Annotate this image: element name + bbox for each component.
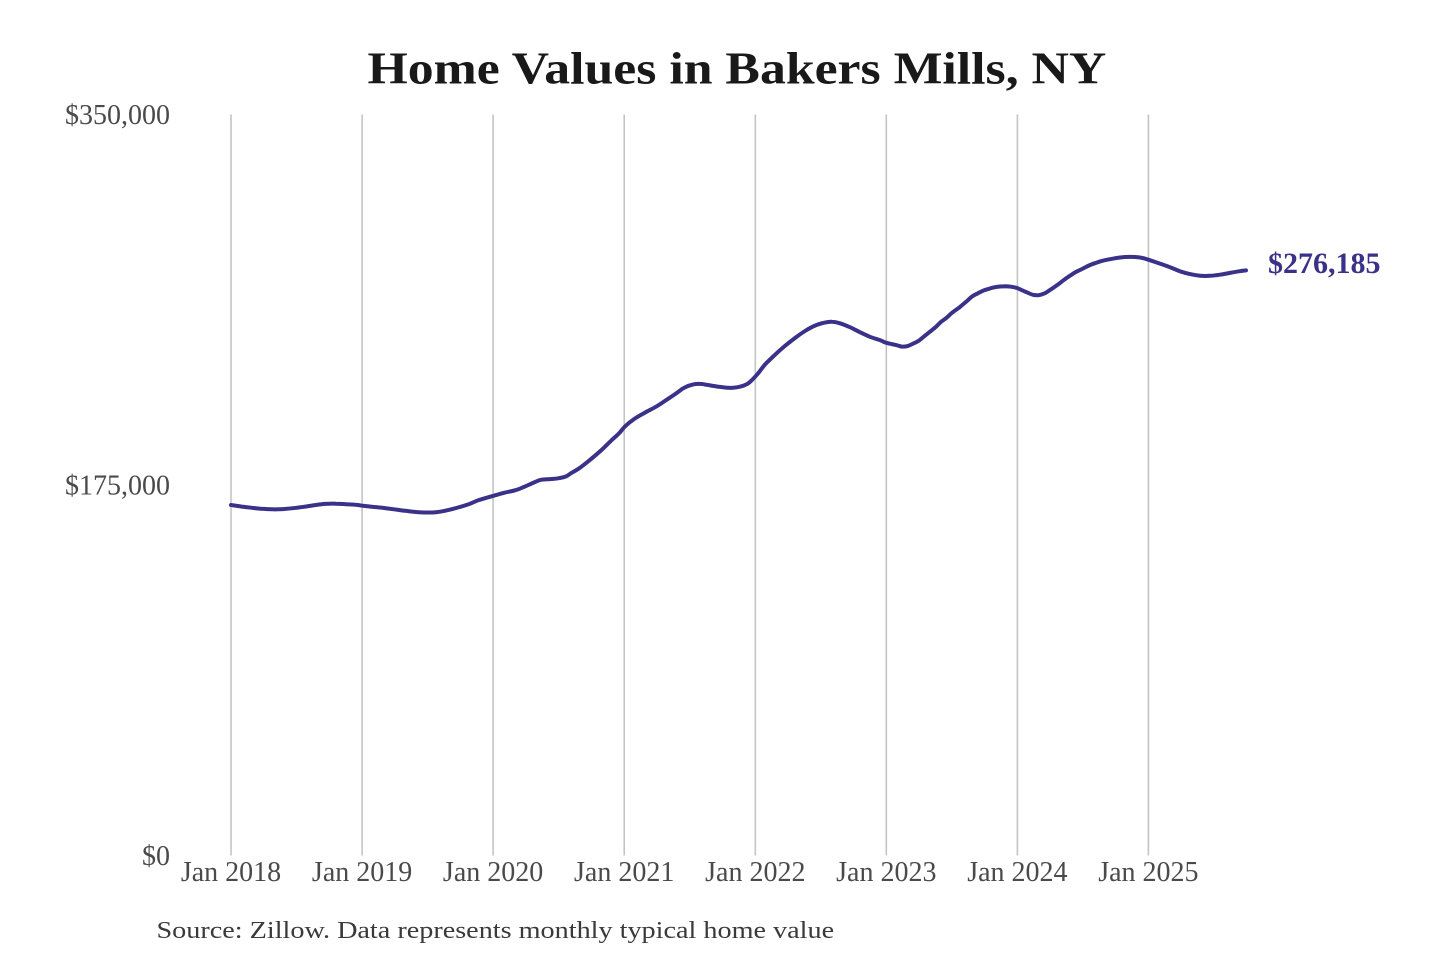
svg-text:$276,185: $276,185 bbox=[1268, 247, 1381, 280]
svg-text:Jan 2019: Jan 2019 bbox=[312, 857, 412, 888]
svg-text:$0: $0 bbox=[142, 841, 170, 872]
svg-text:Jan 2023: Jan 2023 bbox=[836, 857, 936, 888]
svg-text:Jan 2022: Jan 2022 bbox=[705, 857, 805, 888]
svg-text:Source: Zillow. Data represent: Source: Zillow. Data represents monthly … bbox=[157, 917, 835, 944]
svg-text:$350,000: $350,000 bbox=[65, 100, 170, 131]
svg-text:Jan 2024: Jan 2024 bbox=[967, 857, 1067, 888]
svg-text:Jan 2020: Jan 2020 bbox=[443, 857, 543, 888]
svg-text:Jan 2021: Jan 2021 bbox=[574, 857, 674, 888]
svg-text:Jan 2018: Jan 2018 bbox=[181, 857, 281, 888]
svg-text:Jan 2025: Jan 2025 bbox=[1098, 857, 1198, 888]
svg-text:Home Values in Bakers Mills, N: Home Values in Bakers Mills, NY bbox=[367, 45, 1106, 94]
svg-text:$175,000: $175,000 bbox=[65, 471, 170, 502]
